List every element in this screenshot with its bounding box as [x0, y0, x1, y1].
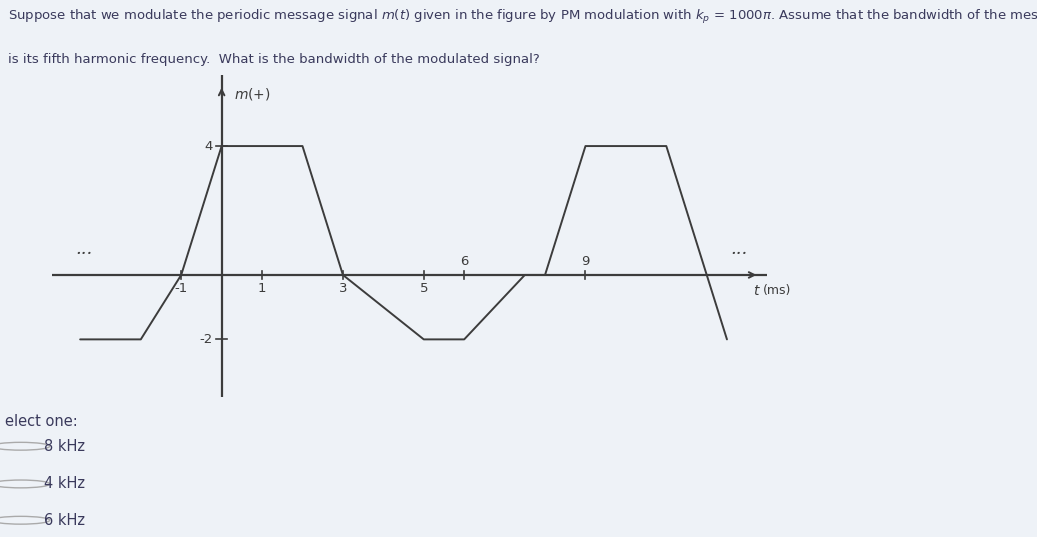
Text: 5: 5	[420, 282, 428, 295]
Text: 6: 6	[460, 255, 469, 268]
Text: 6 kHz: 6 kHz	[44, 513, 85, 528]
Text: ...: ...	[76, 240, 93, 258]
Text: -2: -2	[199, 333, 213, 346]
Text: 3: 3	[339, 282, 347, 295]
Text: $t$: $t$	[753, 284, 761, 298]
Text: $m(+)$: $m(+)$	[233, 86, 271, 103]
Text: Suppose that we modulate the periodic message signal $m(t)$ given in the figure : Suppose that we modulate the periodic me…	[8, 8, 1037, 26]
Text: is its fifth harmonic frequency.  What is the bandwidth of the modulated signal?: is its fifth harmonic frequency. What is…	[8, 53, 540, 66]
Text: 4 kHz: 4 kHz	[44, 476, 85, 491]
Text: (ms): (ms)	[762, 284, 791, 297]
Text: ...: ...	[730, 240, 748, 258]
Text: 4: 4	[204, 140, 213, 153]
Text: 8 kHz: 8 kHz	[44, 439, 85, 454]
Text: elect one:: elect one:	[5, 414, 78, 429]
Text: 1: 1	[258, 282, 267, 295]
Text: -1: -1	[174, 282, 188, 295]
Text: 9: 9	[582, 255, 590, 268]
